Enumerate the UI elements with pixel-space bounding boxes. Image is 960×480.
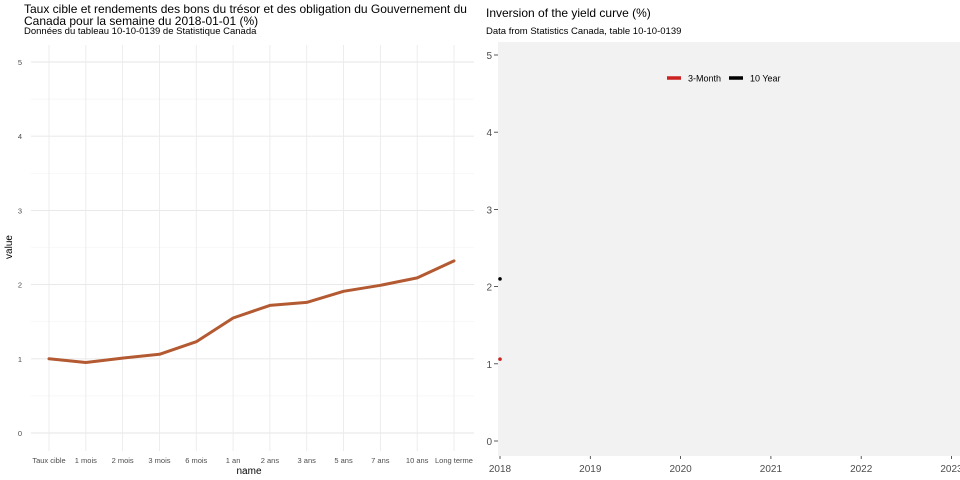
- left-x-tick-label: 3 mois: [148, 456, 170, 465]
- left-x-tick-label: 7 ans: [371, 456, 390, 465]
- right-y-tick-label: 4: [486, 128, 492, 139]
- right-x-tick-label: 2023: [940, 464, 960, 475]
- yield-inversion-chart: 0 1 2 3 4 5 2018 2019 2020 2021 2022 2023 3-Month 1…: [480, 0, 960, 480]
- right-legend-label: 10 Year: [750, 74, 781, 84]
- right-series-point: [498, 277, 502, 281]
- left-chart-subtitle: Données du tableau 10-10-0139 de Statist…: [24, 26, 257, 37]
- right-y-tick-label: 5: [486, 51, 492, 62]
- left-x-tick-label: 5 ans: [334, 456, 353, 465]
- left-y-ticks: 0 1 2 3 4 5: [18, 58, 22, 438]
- right-legend: 3-Month 10 Year: [667, 74, 781, 84]
- left-x-tick-label: Taux cible: [32, 456, 65, 465]
- right-y-tick-label: 2: [486, 283, 492, 294]
- left-x-axis-title: name: [236, 466, 261, 477]
- yield-curve-chart: 0 1 2 3 4 5 Taux cible 1 mois 2 mois 3 mois 6 moi…: [4, 2, 474, 477]
- left-x-tick-label: Long terme: [435, 456, 473, 465]
- left-y-tick-label: 4: [18, 132, 22, 141]
- left-y-tick-label: 3: [18, 206, 22, 215]
- left-chart-title-line1: Taux cible et rendements des bons du tré…: [24, 2, 467, 16]
- right-chart-title: Inversion of the yield curve (%): [486, 6, 651, 20]
- left-x-tick-label: 2 mois: [112, 456, 134, 465]
- right-x-tick-label: 2021: [760, 464, 783, 475]
- right-y-tick-label: 1: [486, 360, 492, 371]
- left-y-axis-title: value: [4, 235, 15, 259]
- right-y-tick-label: 3: [486, 205, 492, 216]
- right-x-ticks: 2018 2019 2020 2021 2022 2023: [489, 456, 960, 475]
- right-panel-background: [498, 42, 960, 456]
- right-x-tick-label: 2022: [850, 464, 873, 475]
- right-x-tick-label: 2020: [669, 464, 692, 475]
- right-series-point: [498, 357, 502, 361]
- left-x-tick-label: 2 ans: [261, 456, 280, 465]
- left-y-tick-label: 1: [18, 355, 22, 364]
- left-gridlines: [31, 45, 474, 451]
- right-series-points: [498, 277, 502, 361]
- right-x-tick-label: 2018: [489, 464, 512, 475]
- right-y-ticks: 0 1 2 3 4 5: [486, 51, 498, 448]
- left-x-ticks: Taux cible 1 mois 2 mois 3 mois 6 mois 1 an 2 …: [32, 456, 473, 465]
- left-series-line: [47, 259, 456, 364]
- right-y-tick-label: 0: [486, 437, 492, 448]
- right-chart-subtitle: Data from Statistics Canada, table 10-10…: [486, 26, 681, 37]
- left-x-tick-label: 1 an: [226, 456, 241, 465]
- left-y-tick-label: 5: [18, 58, 22, 67]
- yield-inversion-svg: 0 1 2 3 4 5 2018 2019 2020 2021 2022 2023 3-Month 1…: [486, 6, 960, 475]
- left-y-tick-label: 2: [18, 281, 22, 290]
- left-x-tick-label: 1 mois: [75, 456, 97, 465]
- left-y-tick-label: 0: [18, 429, 22, 438]
- left-x-tick-label: 6 mois: [185, 456, 207, 465]
- yield-curve-svg: 0 1 2 3 4 5 Taux cible 1 mois 2 mois 3 mois 6 moi…: [4, 2, 474, 477]
- right-legend-label: 3-Month: [688, 74, 721, 84]
- right-x-tick-label: 2019: [579, 464, 602, 475]
- left-x-tick-label: 10 ans: [406, 456, 429, 465]
- left-x-tick-label: 3 ans: [298, 456, 317, 465]
- left-chart-title-line2: Canada pour la semaine du 2018-01-01 (%): [24, 14, 258, 28]
- left-series-polyline: [47, 259, 456, 364]
